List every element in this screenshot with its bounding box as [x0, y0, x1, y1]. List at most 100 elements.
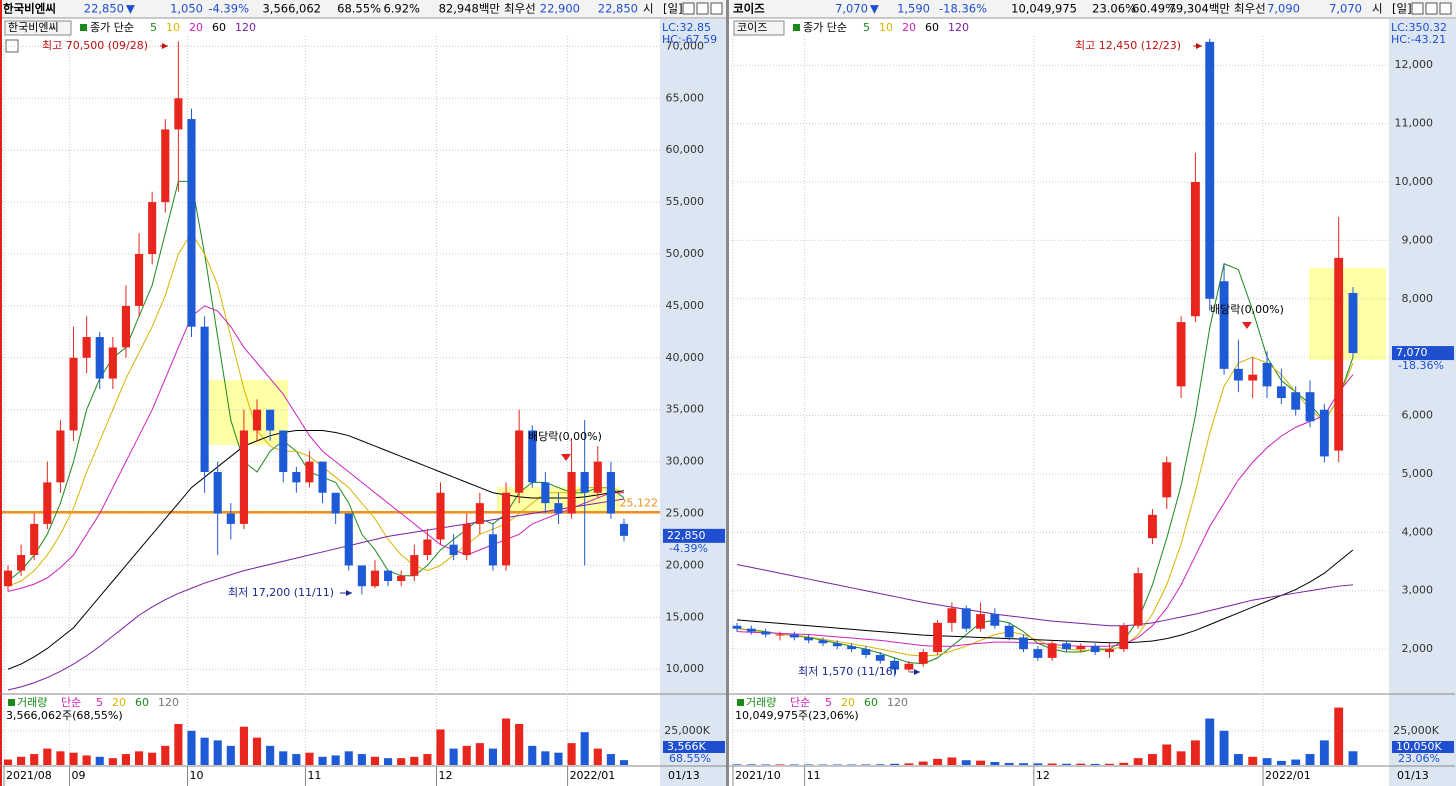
candle-body	[1190, 181, 1200, 317]
volume-bar	[1162, 744, 1172, 765]
volume-title: 거래량	[17, 696, 47, 709]
candle-body	[1205, 41, 1215, 299]
candle-body	[1047, 643, 1057, 658]
candle-body	[947, 608, 957, 623]
legend-label: 종가 단순	[803, 21, 847, 34]
candle-body	[918, 652, 928, 664]
volume-legend-entry: 20	[112, 696, 126, 709]
axis-bg	[660, 19, 726, 786]
volume-bar	[593, 748, 602, 765]
candle-body	[397, 575, 406, 581]
volume-bar	[423, 754, 432, 765]
header-cell: 6.92%	[383, 2, 420, 16]
candle-body	[213, 472, 222, 514]
candle-body	[1019, 637, 1028, 650]
volume-bar	[789, 764, 799, 765]
candle-body	[1076, 646, 1086, 650]
candle-body	[515, 430, 524, 493]
volume-bar	[1190, 740, 1200, 765]
header-cell: 7,090	[1267, 2, 1300, 16]
header-cell: 23.06%	[1092, 2, 1136, 16]
date-label: 01/13	[1397, 769, 1429, 782]
x-tick-label: 2022/01	[1265, 769, 1311, 782]
candle-body	[890, 660, 900, 670]
legend-swatch	[80, 24, 87, 31]
volume-bar	[318, 756, 327, 765]
arrow-head	[162, 43, 168, 49]
volume-bar	[554, 752, 563, 765]
candle-body	[961, 608, 971, 629]
last-volume: 10,050K	[1396, 740, 1442, 753]
candle-body	[554, 503, 563, 514]
candle-body	[541, 482, 550, 504]
volume-bar	[567, 743, 576, 765]
candle-body	[331, 492, 340, 514]
volume-bar	[619, 760, 629, 765]
header-cell: 60.49%	[1132, 2, 1176, 16]
candle-body	[746, 628, 756, 632]
date-label: 01/13	[668, 769, 700, 782]
moving-average	[7, 498, 625, 691]
volume-legend-entry: 60	[864, 696, 878, 709]
candle-body	[423, 539, 432, 556]
candle-body	[266, 409, 275, 431]
y-tick-label: 45,000	[666, 299, 705, 312]
last-volume-box	[1392, 741, 1454, 753]
panel-divider	[726, 0, 729, 786]
candle-body	[344, 513, 353, 566]
moving-average	[7, 305, 624, 592]
volume-bar	[397, 758, 406, 765]
y-tick-label: 60,000	[666, 143, 705, 156]
candle-body	[82, 337, 91, 358]
volume-bar	[515, 723, 524, 765]
y-tick-label: 12,000	[1395, 58, 1434, 71]
legend-swatch	[793, 24, 800, 31]
volume-bar	[541, 751, 550, 765]
volume-bar	[904, 763, 914, 765]
candle-body	[761, 631, 771, 635]
volume-bar	[1205, 718, 1215, 765]
volume-bar	[462, 745, 471, 765]
candle-body	[252, 409, 262, 431]
x-tick-label: 10	[189, 769, 203, 782]
volume-bar	[1233, 754, 1243, 765]
candle-body	[279, 430, 288, 472]
candle-body	[30, 523, 39, 556]
y-tick-label: 65,000	[666, 91, 705, 104]
volume-bar	[370, 756, 380, 765]
y-tick-label: 40,000	[666, 351, 705, 364]
candle-body	[528, 430, 537, 483]
candle-body	[1090, 646, 1100, 653]
volume-bar	[1004, 762, 1014, 765]
header-cell: 22,850	[84, 2, 124, 16]
candle-body	[1305, 392, 1315, 422]
volume-bar	[1276, 760, 1286, 765]
header-cell: -4.39%	[208, 2, 249, 16]
y-tick-label: 20,000	[666, 558, 705, 571]
volume-bar	[357, 754, 366, 765]
volume-bar	[1219, 730, 1229, 765]
header-cell: 82,948백만	[439, 2, 501, 16]
volume-bar	[1090, 763, 1100, 765]
x-tick-label: 12	[439, 769, 453, 782]
moving-average	[736, 374, 1354, 647]
header-cell: [일]	[1392, 2, 1412, 16]
ex-dividend: 배당락(0,00%)	[1210, 303, 1284, 316]
volume-bar	[488, 748, 497, 765]
header-cell: 22,900	[540, 2, 580, 16]
ex-dividend-marker	[561, 454, 571, 461]
volume-bar	[990, 761, 1000, 765]
y-tick-label: 4,000	[1402, 525, 1434, 538]
header-cell: 22,850	[598, 2, 638, 16]
header-cell: 1,050	[170, 2, 203, 16]
candle-body	[148, 202, 157, 254]
volume-bar	[746, 764, 756, 765]
volume-bar	[436, 729, 445, 765]
candle-body	[200, 326, 209, 472]
legend-entry: 5	[863, 21, 870, 34]
volume-bar	[528, 745, 537, 765]
y-tick-label: 55,000	[666, 195, 705, 208]
high-annotation: 최고 70,500 (09/28)	[42, 39, 148, 52]
window-buttons[interactable]	[682, 2, 1452, 15]
volume-summary: 10,049,975주(23,06%)	[735, 709, 859, 722]
